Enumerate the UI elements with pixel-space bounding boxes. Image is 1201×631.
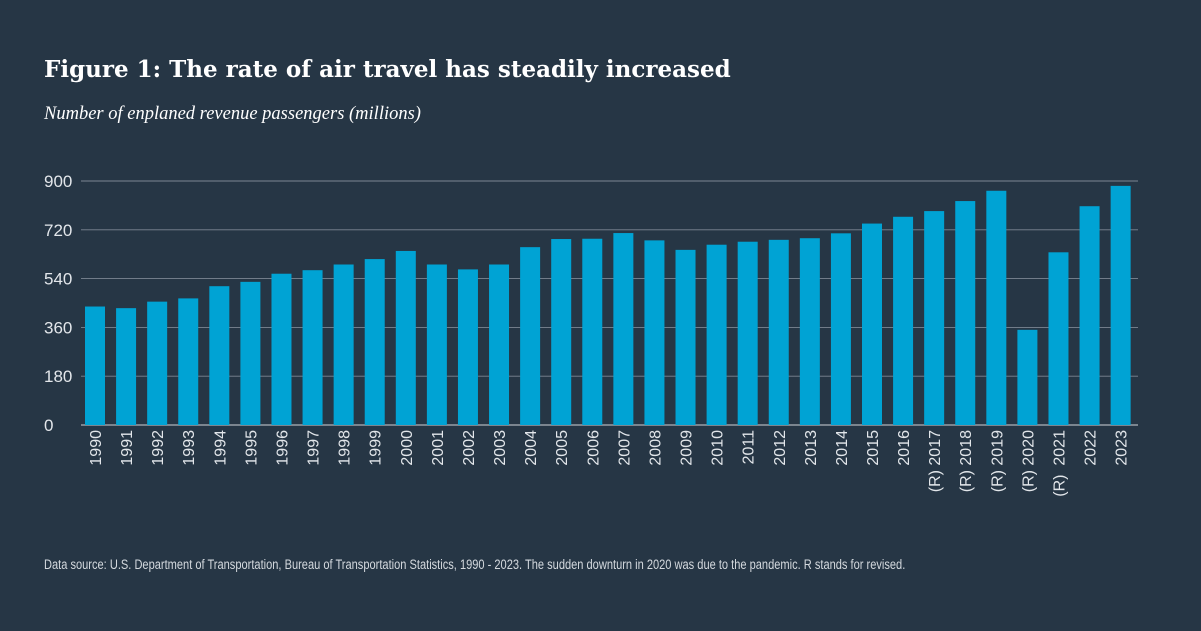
- x-tick-label: 2023: [1114, 430, 1131, 466]
- x-tick-label: 2014: [834, 430, 851, 466]
- x-tick-label: (R) 2017: [927, 430, 944, 492]
- bar: [489, 264, 510, 425]
- bar: [675, 249, 696, 425]
- bar: [240, 281, 261, 425]
- x-tick-label: 2011: [741, 430, 758, 465]
- chart-title: Figure 1: The rate of air travel has ste…: [44, 56, 731, 83]
- x-tick-label: 2001: [430, 430, 447, 466]
- bar: [1079, 206, 1100, 425]
- bar: [986, 190, 1007, 425]
- bar: [737, 241, 758, 425]
- y-tick-label: 360: [44, 318, 72, 337]
- bar: [1048, 252, 1069, 425]
- x-tick-label: 1993: [181, 430, 198, 466]
- bar: [85, 306, 105, 425]
- bar: [893, 216, 914, 425]
- y-tick-label: 900: [44, 172, 72, 191]
- bars: [85, 185, 1131, 425]
- bar: [551, 239, 572, 425]
- bar: [333, 264, 354, 425]
- x-tick-label: (R) 2019: [989, 430, 1006, 492]
- x-tick-label: 2004: [523, 430, 540, 466]
- x-tick-label: 2009: [679, 430, 696, 466]
- bar: [862, 223, 882, 425]
- x-tick-label: 2007: [616, 430, 633, 466]
- x-tick-label: (R) 2021: [1051, 430, 1068, 497]
- x-tick-label: 1996: [274, 430, 291, 466]
- bar: [644, 240, 665, 425]
- x-tick-label: 2000: [399, 430, 416, 466]
- x-tick-label: 2013: [803, 430, 820, 466]
- bar: [955, 201, 976, 425]
- x-tick-label: 1994: [212, 430, 229, 466]
- x-tick-label: 2010: [710, 430, 727, 466]
- x-tick-label: 1990: [88, 430, 105, 466]
- bar: [116, 308, 137, 425]
- x-tick-label: 2006: [585, 430, 602, 466]
- bar: [147, 301, 168, 425]
- bar: [457, 269, 478, 425]
- y-tick-label: 180: [44, 367, 72, 386]
- bar: [706, 244, 727, 425]
- y-tick-labels: 0 180 360 540 720 900: [44, 172, 72, 435]
- x-tick-label: (R) 2020: [1020, 430, 1037, 492]
- bar: [178, 298, 199, 425]
- gridlines: [81, 180, 1138, 426]
- x-tick-label: 1999: [368, 430, 385, 466]
- x-tick-label: 1992: [150, 430, 167, 466]
- x-tick-label: 2022: [1083, 430, 1100, 466]
- x-tick-label: 2008: [647, 430, 664, 466]
- bar: [1017, 329, 1038, 425]
- bar: [364, 259, 385, 425]
- bar: [395, 250, 416, 425]
- x-tick-label: 2003: [492, 430, 509, 466]
- bar: [582, 238, 603, 425]
- x-tick-label: 1995: [243, 430, 260, 466]
- x-tick-label: 1998: [337, 430, 354, 466]
- chart-subtitle: Number of enplaned revenue passengers (m…: [44, 104, 421, 124]
- x-tick-label: 2012: [772, 430, 789, 466]
- bar: [426, 264, 447, 425]
- x-tick-label: 1997: [306, 430, 323, 466]
- bar: [209, 286, 230, 425]
- bar: [520, 247, 541, 425]
- data-source-note: Data source: U.S. Department of Transpor…: [44, 557, 906, 572]
- x-tick-label: 2005: [554, 430, 571, 466]
- y-tick-label: 720: [44, 221, 72, 240]
- bar: [830, 233, 851, 425]
- bar: [271, 273, 292, 425]
- x-tick-label: 2015: [865, 430, 882, 466]
- x-tick-label: 2002: [461, 430, 478, 466]
- y-tick-label: 0: [44, 416, 53, 435]
- bar: [613, 233, 634, 425]
- bar: [799, 238, 820, 425]
- bar: [924, 211, 945, 425]
- x-tick-label: (R) 2018: [958, 430, 975, 492]
- bar: [768, 239, 789, 425]
- x-tick-label: 1991: [119, 430, 136, 466]
- bar: [1110, 185, 1131, 425]
- bar: [302, 270, 323, 425]
- x-tick-label: 2016: [896, 430, 913, 466]
- y-tick-label: 540: [44, 270, 72, 289]
- x-tick-labels: 1990 1991 1992 1993 1994 1995 1996 1997 1998 1999…: [88, 430, 1131, 497]
